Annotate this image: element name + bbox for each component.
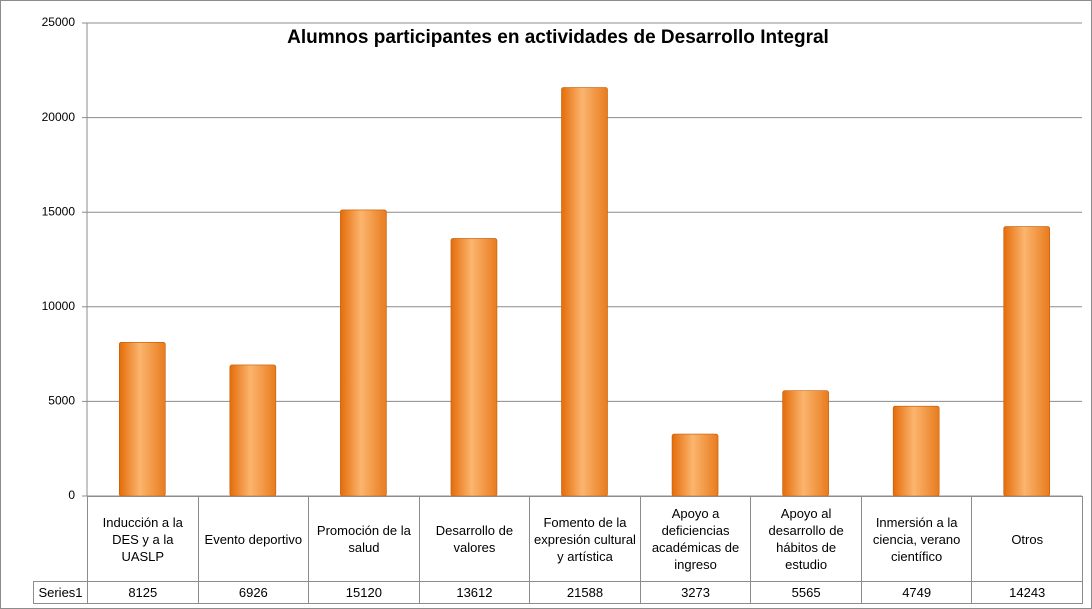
- value-cell: 6926: [197, 581, 310, 604]
- value-cell: 8125: [87, 581, 199, 604]
- value-cell: 14243: [971, 581, 1083, 604]
- value-cell: 4749: [860, 581, 973, 604]
- value-cell: 3273: [639, 581, 752, 604]
- category-cell: Otros: [971, 496, 1083, 582]
- bar: [561, 87, 608, 497]
- category-cell: Apoyo a deficiencias académicas de ingre…: [639, 496, 752, 582]
- category-cell: Desarrollo de valores: [418, 496, 531, 582]
- category-cell: Evento deportivo: [197, 496, 310, 582]
- y-tick-label: 15000: [42, 204, 76, 218]
- bar: [340, 209, 387, 497]
- bar: [229, 364, 277, 497]
- category-cell: Promoción de la salud: [308, 496, 420, 582]
- chart-title: Alumnos participantes en actividades de …: [287, 27, 829, 48]
- bar: [118, 341, 166, 497]
- bar: [450, 238, 498, 497]
- y-tick-label: 0: [68, 488, 75, 502]
- y-tick-label: 5000: [48, 394, 75, 408]
- category-cell: Fomento de la expresión cultural y artís…: [529, 496, 641, 582]
- y-tick-label: 20000: [42, 110, 76, 124]
- legend-entry: Series1: [33, 581, 88, 604]
- value-cell: 13612: [418, 581, 531, 604]
- bar: [892, 405, 940, 497]
- category-cell: Apoyo al desarrollo de hábitos de estudi…: [750, 496, 862, 582]
- bar: [1003, 226, 1051, 497]
- category-cell: Inducción a la DES y a la UASLP: [87, 496, 199, 582]
- bar: [671, 433, 719, 497]
- y-tick-label: 10000: [42, 299, 76, 313]
- bar: [782, 390, 829, 497]
- value-cell: 5565: [750, 581, 862, 604]
- value-cell: 21588: [529, 581, 641, 604]
- category-cell: Inmersión a la ciencia, verano científic…: [860, 496, 973, 582]
- value-cell: 15120: [308, 581, 420, 604]
- y-tick-label: 25000: [42, 15, 76, 29]
